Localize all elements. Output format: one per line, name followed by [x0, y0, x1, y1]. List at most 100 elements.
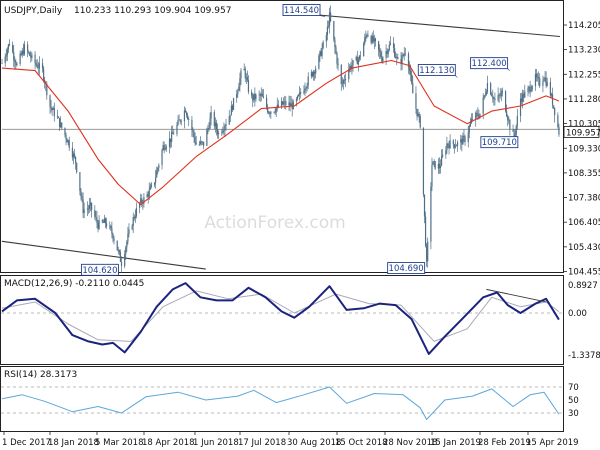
candle-body — [491, 94, 493, 97]
candle-body — [546, 82, 548, 86]
candle-body — [485, 91, 487, 95]
candle-body — [113, 238, 115, 241]
candle-body — [105, 223, 108, 227]
candle-body — [468, 126, 470, 133]
candle-body — [387, 50, 389, 54]
candle-body — [207, 128, 209, 131]
rsi-line — [1, 386, 560, 420]
candle-body — [310, 72, 313, 77]
candle-body — [87, 208, 90, 210]
candle-body — [319, 51, 321, 56]
candle-body — [214, 122, 216, 127]
rsi-label: RSI(14) 28.3173 — [4, 370, 77, 380]
price-annotation: 109.710 — [482, 138, 517, 148]
date-axis-label: 30 Aug 2018 — [287, 438, 341, 448]
candle-body — [183, 110, 186, 122]
candle-body — [386, 51, 388, 54]
candle-body — [392, 43, 395, 49]
candle-body — [213, 112, 215, 127]
candle-body — [417, 113, 419, 117]
candle-body — [192, 130, 194, 132]
candle-body — [516, 116, 518, 126]
candle-body — [497, 94, 499, 101]
candle-body — [161, 150, 163, 166]
candle-body — [348, 68, 350, 80]
candle-body — [542, 81, 544, 87]
candle-body — [298, 94, 300, 96]
candle-body — [199, 141, 202, 144]
price-axis-label: 111.280 — [568, 95, 600, 105]
candle-body — [52, 107, 54, 110]
candle-body — [194, 137, 196, 143]
candle-body — [36, 64, 38, 68]
candle-body — [280, 101, 283, 108]
candle-body — [523, 93, 525, 98]
date-axis-label: 1 Jun 2018 — [193, 438, 239, 448]
candle-body — [258, 94, 260, 96]
candle-body — [380, 52, 382, 58]
candle-body — [344, 79, 347, 81]
candle-body — [156, 170, 158, 178]
candle-body — [545, 77, 547, 86]
candle-body — [228, 116, 230, 125]
candle-body — [371, 35, 373, 43]
candle-body — [364, 37, 366, 44]
candle-body — [217, 133, 220, 135]
candle-body — [155, 177, 157, 183]
candle-body — [424, 216, 427, 246]
candle-body — [12, 45, 14, 53]
macd-trendline — [486, 288, 547, 303]
candle-body — [14, 59, 16, 63]
candle-body — [22, 50, 24, 55]
candle-body — [535, 73, 538, 78]
price-axis-label: 113.230 — [568, 46, 600, 56]
candle-body — [243, 68, 245, 71]
date-axis-label: 15 Jan 2019 — [430, 438, 481, 448]
candle-body — [111, 228, 113, 234]
candle-body — [198, 143, 200, 145]
candle-body — [178, 119, 180, 121]
candle-body — [104, 218, 107, 224]
candle-body — [397, 56, 399, 59]
candle-body — [128, 229, 130, 235]
candle-body — [172, 132, 174, 134]
candle-body — [179, 119, 181, 122]
candle-body — [135, 207, 138, 217]
candle-body — [247, 80, 250, 92]
candle-body — [126, 241, 128, 248]
macd-line — [1, 282, 560, 355]
candle-body — [333, 21, 335, 40]
candle-body — [334, 39, 336, 48]
candle-body — [19, 53, 21, 65]
candle-body — [64, 127, 66, 135]
candle-body — [325, 35, 327, 42]
candle-body — [91, 202, 93, 211]
candle-body — [68, 140, 70, 148]
candle-body — [200, 141, 203, 143]
candle-body — [72, 153, 75, 158]
candle-body — [469, 123, 471, 127]
candle-body — [164, 148, 166, 150]
candle-body — [177, 119, 179, 125]
candle-body — [373, 38, 375, 42]
candle-body — [16, 64, 18, 66]
candle-body — [37, 67, 39, 69]
candle-body — [110, 225, 112, 229]
candle-body — [283, 102, 285, 105]
candle-body — [215, 122, 218, 130]
candle-body — [312, 71, 315, 77]
candle-body — [86, 208, 88, 210]
candle-body — [318, 55, 320, 69]
candle-body — [53, 107, 55, 117]
candle-body — [359, 55, 362, 57]
candle-body — [367, 35, 369, 37]
candle-body — [13, 52, 15, 60]
candle-body — [147, 194, 149, 197]
candle-body — [467, 132, 469, 143]
candle-body — [395, 56, 397, 58]
candle-body — [244, 68, 246, 79]
candle-body — [531, 86, 533, 90]
candle-body — [356, 56, 358, 65]
candle-body — [149, 186, 151, 190]
candle-body — [479, 113, 481, 118]
